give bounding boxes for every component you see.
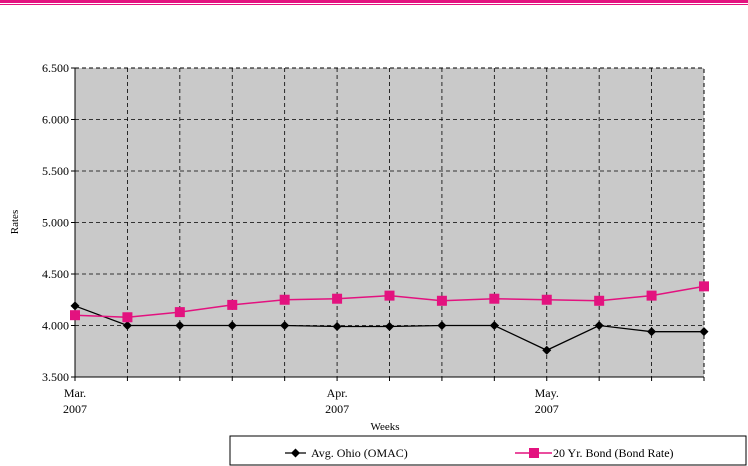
x-tick-label-year: 2007 [325,402,349,416]
legend: Avg. Ohio (OMAC) 20 Yr. Bond (Bond Rate) [229,435,747,466]
data-point-series-1 [647,327,657,337]
top-rule [0,0,748,3]
data-point-series-2 [594,295,605,306]
top-rule-thin [0,4,748,5]
y-tick-label: 3.500 [42,370,69,384]
data-point-series-1 [332,322,342,332]
data-point-series-1 [594,321,604,330]
x-axis-title: Weeks [370,421,399,433]
data-point-series-2 [436,295,447,306]
series-layer [70,281,709,355]
x-tick-label-year: 2007 [535,402,559,416]
data-point-series-2 [699,281,709,292]
data-point-series-1 [280,321,290,330]
data-point-series-2 [541,294,552,305]
x-tick-label-month: Apr. [327,386,348,400]
legend-label-2: 20 Yr. Bond (Bond Rate) [553,446,674,460]
grid-lines [75,68,704,377]
data-point-series-2 [227,299,238,310]
x-tick-labels: Mar. 2007 Apr. 2007 May. 2007 [63,377,705,416]
data-point-series-2 [489,293,500,304]
legend-label-1: Avg. Ohio (OMAC) [311,446,408,460]
data-point-series-1 [437,321,447,330]
y-tick-label: 6.500 [42,61,69,75]
data-point-series-1 [699,327,709,337]
data-point-series-1 [227,321,237,330]
data-point-series-1 [542,345,552,355]
data-point-series-1 [122,321,132,330]
y-tick-label: 4.000 [42,319,69,333]
data-point-series-2 [384,290,395,301]
data-point-series-2 [279,294,290,305]
data-point-series-2 [122,312,133,323]
x-tick-label-month: Mar. [64,386,86,400]
y-tick-label: 5.000 [42,216,69,230]
legend-marker-1 [291,448,300,458]
data-point-series-2 [332,293,343,304]
y-tick-labels: 3.500 4.000 4.500 5.000 5.500 6.000 6.500 [42,61,75,384]
data-point-series-2 [70,310,80,321]
x-tick-label-year: 2007 [63,402,87,416]
data-point-series-2 [174,307,185,318]
data-point-series-1 [385,322,394,332]
data-point-series-1 [175,321,185,330]
data-point-series-1 [489,321,499,330]
y-axis-title: Rates [9,210,21,234]
legend-marker-2 [529,448,539,458]
y-tick-label: 4.500 [42,267,69,281]
y-tick-label: 5.500 [42,164,69,178]
x-tick-label-month: May. [535,386,559,400]
data-point-series-2 [646,290,657,301]
y-tick-label: 6.000 [42,113,69,127]
data-point-series-1 [70,301,80,311]
legend-box [229,435,747,466]
